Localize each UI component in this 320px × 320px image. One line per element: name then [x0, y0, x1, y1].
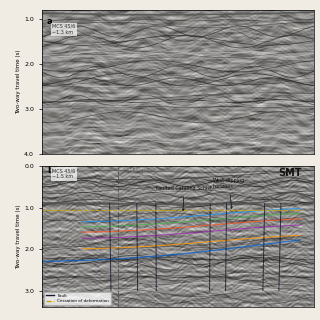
Y-axis label: Two-way travel time (s): Two-way travel time (s) — [16, 49, 21, 114]
Text: SMT: SMT — [278, 168, 302, 179]
Text: b: b — [47, 165, 53, 175]
Text: MCS 45/6
~1.3 km: MCS 45/6 ~1.3 km — [52, 24, 76, 35]
Text: MCS 45/6
~1.5 km: MCS 45/6 ~1.5 km — [52, 168, 76, 179]
Legend: Fault, Cessation of deformation: Fault, Cessation of deformation — [44, 292, 111, 305]
Text: 4515/fig. 7: 4515/fig. 7 — [123, 168, 150, 173]
Text: West-dipping
horizons: West-dipping horizons — [213, 178, 245, 208]
Text: a: a — [47, 17, 53, 26]
Y-axis label: Two-way travel time (s): Two-way travel time (s) — [16, 204, 21, 269]
Text: Faulted Catalina Schist: Faulted Catalina Schist — [156, 186, 212, 211]
